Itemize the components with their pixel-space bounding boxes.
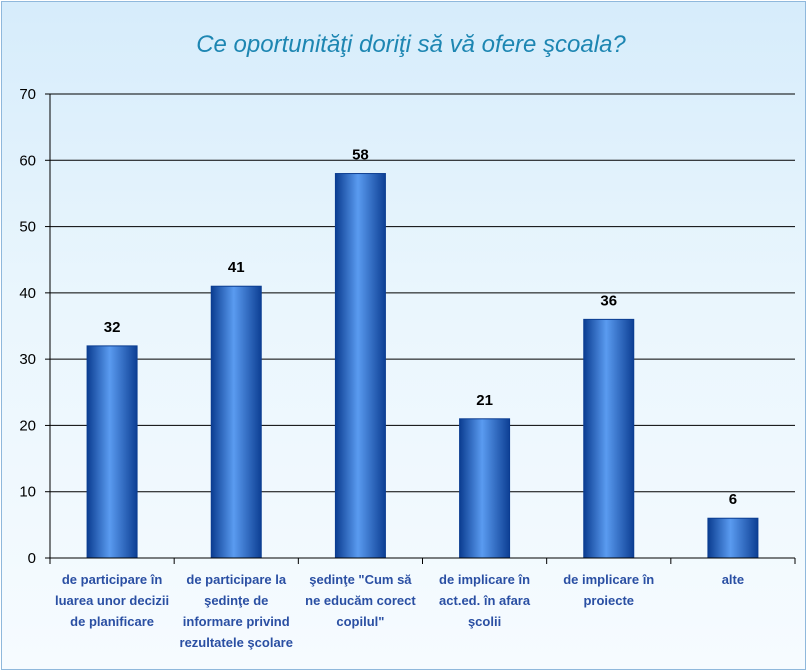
x-category-label: şedinţe de	[204, 593, 268, 608]
data-labels: 32 41 58 21 36 6	[104, 147, 737, 509]
gridlines	[50, 93, 795, 493]
x-category-label: de planificare	[70, 614, 154, 629]
category-labels: de participare în luarea unor decizii de p…	[55, 572, 744, 650]
x-category-label: rezultatele şcolare	[180, 635, 293, 650]
x-category-label: alte	[722, 572, 744, 587]
x-category-label: proiecte	[583, 593, 634, 608]
x-category-label: copilul"	[336, 614, 384, 629]
x-category-label: luarea unor decizii	[55, 593, 169, 608]
x-category-label: şcolii	[468, 614, 501, 629]
y-tick-label: 70	[19, 86, 36, 103]
y-tick-label: 30	[19, 351, 36, 368]
y-tick-label: 0	[28, 550, 36, 567]
y-axis-ticks: 0 10 20 30 40 50 60 70	[19, 86, 36, 567]
x-category-label: de implicare în	[439, 572, 530, 587]
y-tick-label: 40	[19, 285, 36, 302]
x-category-label: şedinţe "Cum să	[309, 572, 412, 587]
bar	[583, 318, 635, 559]
bar	[334, 173, 386, 559]
data-label: 32	[104, 319, 121, 336]
bar	[210, 285, 262, 559]
data-label: 21	[476, 392, 493, 409]
x-category-label: de implicare în	[563, 572, 654, 587]
y-tick-label: 50	[19, 219, 36, 236]
bar	[459, 418, 511, 559]
x-category-label: ne educăm corect	[305, 593, 416, 608]
y-tick-label: 60	[19, 152, 36, 169]
axes	[45, 93, 796, 564]
bars	[86, 173, 759, 559]
data-label: 41	[228, 259, 245, 276]
x-category-label: informare privind	[183, 614, 290, 629]
bar	[707, 517, 759, 559]
x-category-label: act.ed. în afara	[439, 593, 531, 608]
data-label: 36	[600, 292, 617, 309]
x-category-label: de participare în	[62, 572, 162, 587]
data-label: 6	[729, 491, 737, 508]
data-label: 58	[352, 147, 369, 164]
x-category-label: de participare la	[186, 572, 286, 587]
chart-title: Ce oportunităţi doriţi să vă ofere şcoal…	[196, 31, 626, 58]
bar	[86, 345, 138, 559]
y-tick-label: 20	[19, 417, 36, 434]
y-tick-label: 10	[19, 484, 36, 501]
